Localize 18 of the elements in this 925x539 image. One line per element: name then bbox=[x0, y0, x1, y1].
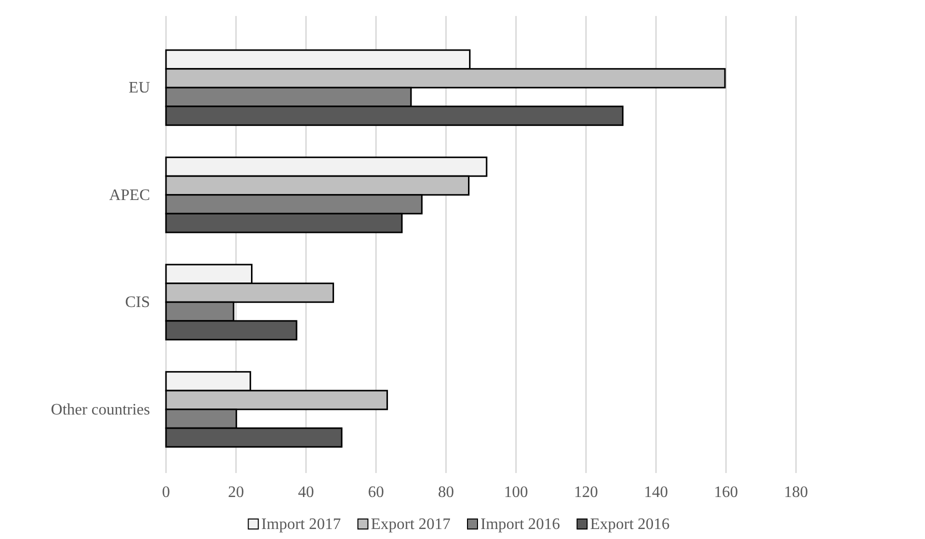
legend-label: Export 2016 bbox=[590, 516, 670, 533]
y-tick-label: CIS bbox=[125, 294, 150, 312]
x-tick-label: 40 bbox=[298, 484, 314, 501]
y-tick-label: APEC bbox=[109, 186, 150, 204]
legend-label: Import 2016 bbox=[480, 516, 560, 533]
x-tick-label: 100 bbox=[504, 484, 528, 501]
x-tick-label: 120 bbox=[574, 484, 598, 501]
legend-label: Export 2017 bbox=[370, 516, 450, 533]
x-tick-label: 160 bbox=[714, 484, 738, 501]
x-tick-label: 140 bbox=[644, 484, 668, 501]
legend-label: Import 2017 bbox=[261, 516, 341, 533]
x-tick-label: 180 bbox=[784, 484, 808, 501]
x-tick-label: 60 bbox=[368, 484, 384, 501]
y-tick-label: EU bbox=[128, 80, 150, 97]
x-tick-label: 20 bbox=[228, 484, 244, 501]
x-tick-label: 0 bbox=[162, 484, 170, 501]
x-tick-label: 80 bbox=[438, 484, 454, 501]
y-tick-label: Other countries bbox=[50, 401, 150, 418]
